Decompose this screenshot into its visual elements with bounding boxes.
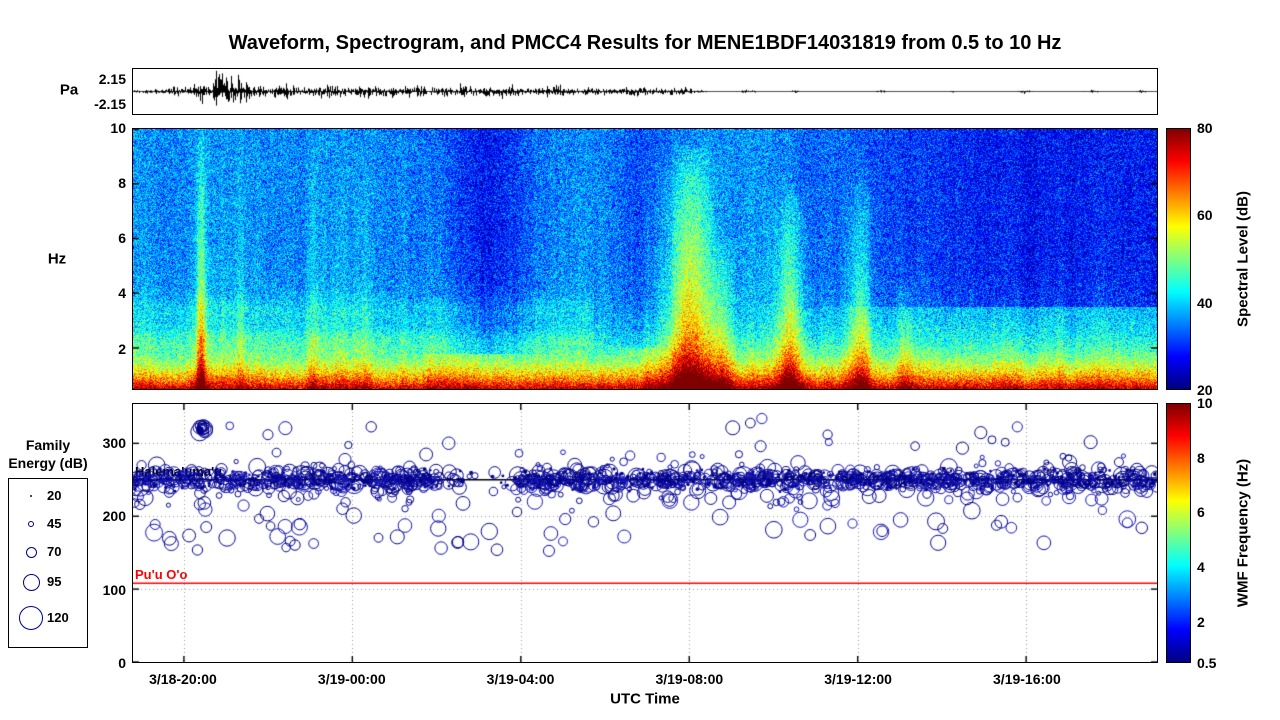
- legend-size-label: 70: [47, 544, 62, 559]
- legend-title: Family Energy (dB): [8, 436, 88, 472]
- spectral-colorbar-tick-label: 20: [1197, 382, 1213, 398]
- wmf-colorbar-tick-label: 4: [1197, 559, 1205, 576]
- x-tick-label: 3/19-00:00: [317, 671, 386, 687]
- spectral-colorbar-label: Spectral Level (dB): [1234, 191, 1252, 327]
- spectral-colorbar-tick-label: 40: [1197, 294, 1213, 311]
- detections-ytick-label: 300: [102, 434, 126, 451]
- legend-size-label: 20: [47, 488, 62, 503]
- waveform-ytick-label: -2.15: [94, 96, 126, 113]
- x-tick-label: 3/19-12:00: [824, 671, 892, 687]
- spectrogram-ytick-label: 6: [118, 230, 126, 247]
- spectral-colorbar-tick-label: 60: [1197, 207, 1213, 224]
- x-tick-label: 3/19-08:00: [655, 671, 724, 687]
- x-tick-label: 3/19-04:00: [486, 671, 555, 687]
- detections-ytick-label: 0: [118, 655, 126, 671]
- family-energy-legend: 20 45 70 95 120: [8, 478, 88, 648]
- spectrogram-panel: [132, 128, 1158, 390]
- spectral-level-colorbar: [1166, 128, 1191, 390]
- spectrogram-ytick-label: 2: [118, 340, 126, 357]
- spectrogram-ytick-label: 10: [110, 120, 126, 136]
- wmf-colorbar-tick-label: 6: [1197, 504, 1205, 521]
- spectrogram-ylabel: Hz: [47, 250, 67, 268]
- detections-panel: Halema'uma'u Pu'u O'o: [132, 403, 1158, 663]
- waveform-ytick-label: 2.15: [98, 70, 126, 87]
- waveform-ylabel: Pa: [59, 81, 79, 99]
- detections-ytick-label: 100: [102, 581, 126, 598]
- wmf-colorbar-tick-label: 2: [1197, 613, 1205, 630]
- legend-size-marker: [19, 606, 43, 630]
- legend-size-marker: [29, 494, 33, 498]
- legend-title-line1: Family: [25, 437, 71, 453]
- waveform-panel: [132, 68, 1158, 115]
- legend-size-marker: [25, 546, 37, 558]
- legend-title-line2: Energy (dB): [8, 455, 88, 471]
- x-axis-label: UTC Time: [610, 690, 680, 708]
- wmf-colorbar-tick-label: 8: [1197, 449, 1205, 466]
- wmf-colorbar-tick-label: 10: [1197, 395, 1213, 411]
- spectrogram-heatmap: [133, 129, 1157, 389]
- legend-size-label: 120: [47, 610, 69, 625]
- wmf-colorbar-label: WMF Frequency (Hz): [1234, 458, 1252, 608]
- x-tick-label: 3/18-20:00: [149, 671, 217, 687]
- legend-size-marker: [22, 573, 40, 591]
- wmf-frequency-colorbar: [1166, 403, 1191, 663]
- spectrogram-ytick-label: 4: [118, 285, 126, 302]
- figure-title: Waveform, Spectrogram, and PMCC4 Results…: [228, 32, 1062, 54]
- waveform-trace: [133, 69, 1157, 114]
- legend-size-marker: [28, 521, 34, 527]
- detections-ytick-label: 200: [102, 508, 126, 525]
- x-tick-label: 3/19-16:00: [993, 671, 1061, 687]
- spectrogram-ytick-label: 8: [118, 175, 126, 192]
- legend-size-label: 95: [47, 574, 62, 589]
- detections-scatter: [133, 404, 1157, 662]
- legend-size-label: 45: [47, 516, 62, 531]
- wmf-colorbar-tick-label: 0.5: [1197, 655, 1217, 671]
- spectral-colorbar-tick-label: 80: [1197, 120, 1213, 136]
